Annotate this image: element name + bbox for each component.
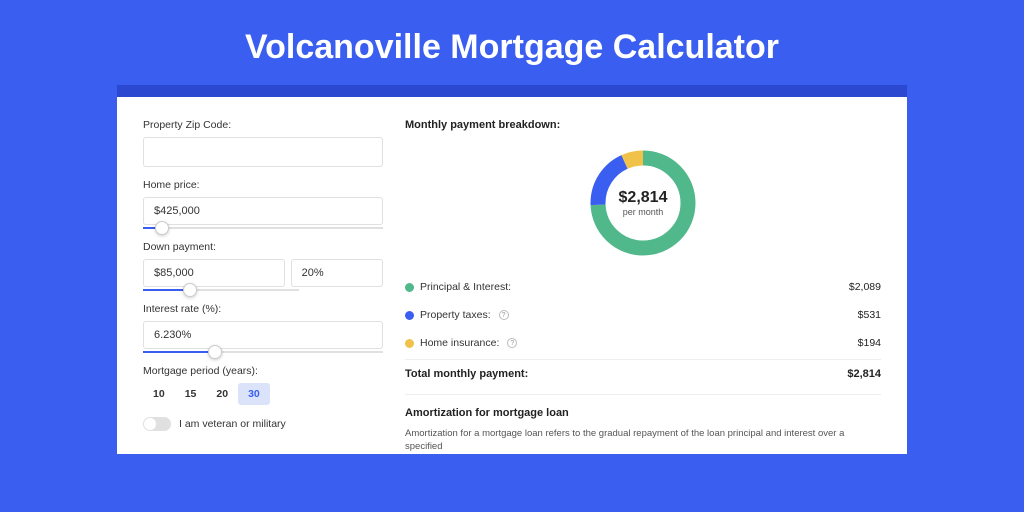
donut-center: $2,814 per month bbox=[583, 143, 703, 263]
donut-wrap: $2,814 per month bbox=[405, 139, 881, 273]
breakdown-column: Monthly payment breakdown: $2,814 per mo… bbox=[405, 119, 881, 454]
veteran-toggle-row: I am veteran or military bbox=[143, 417, 383, 431]
zip-label: Property Zip Code: bbox=[143, 119, 383, 131]
legend-rows: Principal & Interest: $2,089 Property taxe… bbox=[405, 273, 881, 357]
price-input[interactable] bbox=[143, 197, 383, 225]
total-value: $2,814 bbox=[847, 368, 881, 380]
period-button-30[interactable]: 30 bbox=[238, 383, 270, 405]
price-field-group: Home price: bbox=[143, 179, 383, 229]
down-field-group: Down payment: bbox=[143, 241, 383, 291]
veteran-label: I am veteran or military bbox=[179, 418, 286, 430]
price-label: Home price: bbox=[143, 179, 383, 191]
legend-label: Property taxes: bbox=[420, 309, 491, 321]
breakdown-title: Monthly payment breakdown: bbox=[405, 119, 881, 131]
legend-dot-icon bbox=[405, 339, 414, 348]
legend-dot-icon bbox=[405, 311, 414, 320]
amortization-block: Amortization for mortgage loan Amortizat… bbox=[405, 394, 881, 454]
rate-slider[interactable] bbox=[143, 351, 383, 353]
period-field-group: Mortgage period (years): 10152030 bbox=[143, 365, 383, 405]
rate-input[interactable] bbox=[143, 321, 383, 349]
period-buttons: 10152030 bbox=[143, 383, 383, 405]
period-button-20[interactable]: 20 bbox=[206, 383, 238, 405]
legend-value: $194 bbox=[858, 337, 881, 349]
legend-left: Home insurance:? bbox=[405, 337, 517, 349]
period-button-10[interactable]: 10 bbox=[143, 383, 175, 405]
legend-row: Home insurance:? $194 bbox=[405, 329, 881, 357]
donut-chart: $2,814 per month bbox=[583, 143, 703, 263]
down-slider-thumb[interactable] bbox=[183, 283, 197, 297]
help-icon[interactable]: ? bbox=[507, 338, 517, 348]
zip-field-group: Property Zip Code: bbox=[143, 119, 383, 167]
down-slider[interactable] bbox=[143, 289, 299, 291]
legend-left: Principal & Interest: bbox=[405, 281, 511, 293]
legend-dot-icon bbox=[405, 283, 414, 292]
total-label: Total monthly payment: bbox=[405, 368, 528, 380]
period-label: Mortgage period (years): bbox=[143, 365, 383, 377]
calculator-card: Property Zip Code: Home price: Down paym… bbox=[117, 97, 907, 454]
legend-label: Home insurance: bbox=[420, 337, 499, 349]
amortization-text: Amortization for a mortgage loan refers … bbox=[405, 427, 881, 454]
rate-label: Interest rate (%): bbox=[143, 303, 383, 315]
veteran-toggle[interactable] bbox=[143, 417, 171, 431]
amortization-title: Amortization for mortgage loan bbox=[405, 407, 881, 419]
total-row: Total monthly payment: $2,814 bbox=[405, 359, 881, 380]
legend-left: Property taxes:? bbox=[405, 309, 509, 321]
legend-value: $531 bbox=[858, 309, 881, 321]
price-slider-thumb[interactable] bbox=[155, 221, 169, 235]
down-value-input[interactable] bbox=[143, 259, 285, 287]
legend-label: Principal & Interest: bbox=[420, 281, 511, 293]
legend-row: Principal & Interest: $2,089 bbox=[405, 273, 881, 301]
form-column: Property Zip Code: Home price: Down paym… bbox=[143, 119, 383, 454]
donut-sub: per month bbox=[623, 207, 664, 217]
help-icon[interactable]: ? bbox=[499, 310, 509, 320]
period-button-15[interactable]: 15 bbox=[175, 383, 207, 405]
price-slider[interactable] bbox=[143, 227, 383, 229]
header-band: Property Zip Code: Home price: Down paym… bbox=[117, 85, 907, 454]
down-pct-input[interactable] bbox=[291, 259, 383, 287]
legend-value: $2,089 bbox=[849, 281, 881, 293]
rate-slider-thumb[interactable] bbox=[208, 345, 222, 359]
down-label: Down payment: bbox=[143, 241, 383, 253]
page-title: Volcanoville Mortgage Calculator bbox=[0, 0, 1024, 85]
veteran-toggle-knob bbox=[144, 418, 156, 430]
rate-field-group: Interest rate (%): bbox=[143, 303, 383, 353]
legend-row: Property taxes:? $531 bbox=[405, 301, 881, 329]
zip-input[interactable] bbox=[143, 137, 383, 167]
donut-value: $2,814 bbox=[619, 189, 668, 207]
rate-slider-fill bbox=[143, 351, 215, 353]
